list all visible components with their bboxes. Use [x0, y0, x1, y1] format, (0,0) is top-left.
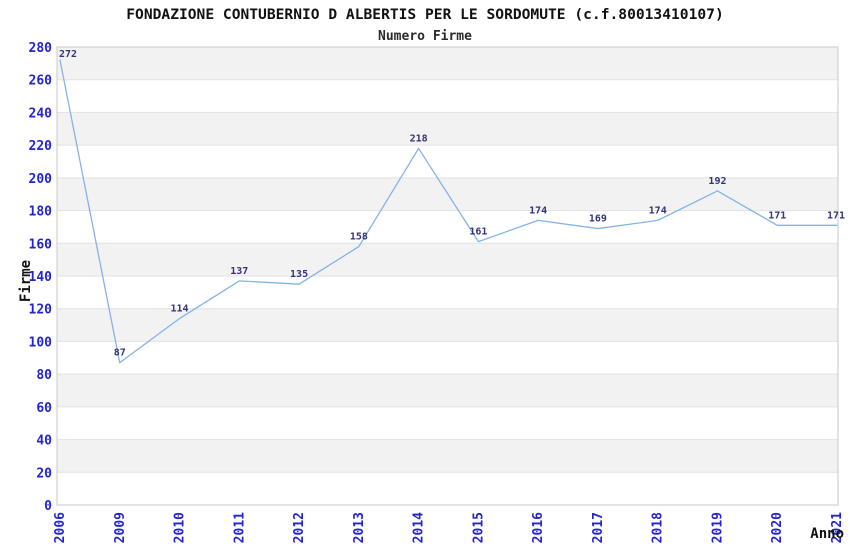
plot-band — [57, 112, 838, 146]
series-line — [59, 59, 838, 364]
x-tick-label: 2014 — [412, 512, 427, 543]
y-tick-label: 40 — [36, 434, 52, 449]
x-tick-labels: 2006 2009 2010 2011 2012 2013 2014 2015 2016 2017… — [53, 512, 845, 543]
y-tick-label: 260 — [29, 74, 53, 89]
data-point-label: 174 — [649, 205, 667, 216]
y-tick-label: 200 — [29, 172, 53, 187]
y-tick-label: 20 — [36, 466, 52, 481]
data-point-label: 171 — [827, 210, 845, 221]
y-tick-labels: 0 20 40 60 80 100 120 140 160 180 200 220 240 260 280 — [29, 41, 53, 514]
x-tick-label: 2015 — [471, 512, 486, 543]
x-tick-label: 2011 — [232, 512, 247, 543]
plot-band — [57, 145, 838, 178]
data-point-label: 87 — [114, 348, 126, 359]
plot-band — [57, 472, 838, 505]
y-tick-label: 80 — [36, 368, 52, 383]
data-point-label: 272 — [59, 49, 77, 60]
data-point-label: 158 — [350, 232, 368, 243]
y-tick-label: 220 — [29, 139, 53, 154]
plot-band — [57, 210, 838, 244]
plot-band — [57, 47, 838, 80]
data-point-label: 161 — [469, 227, 487, 238]
series-line-group — [59, 59, 838, 364]
plot-band — [57, 341, 838, 375]
plot-border — [56, 46, 839, 506]
plot-band — [57, 276, 838, 309]
x-tick-label: 2017 — [591, 512, 606, 543]
y-tick-label: 0 — [44, 499, 52, 514]
x-tick-label: 2021 — [830, 512, 845, 543]
data-labels: 272 87 114 137 135 158 218 161 174 169 174 192 171 17… — [59, 49, 845, 359]
plot-band — [57, 374, 838, 407]
y-axis-title: Firme — [18, 260, 34, 302]
y-tick-label: 120 — [29, 303, 53, 318]
data-point-label: 137 — [230, 266, 248, 277]
x-tick-label: 2012 — [292, 512, 307, 543]
x-tick-label: 2010 — [173, 512, 188, 543]
data-point-label: 135 — [290, 269, 308, 280]
x-tick-label: 2019 — [710, 512, 725, 543]
y-tick-label: 160 — [29, 237, 53, 252]
data-point-label: 171 — [768, 210, 786, 221]
chart-subtitle: Numero Firme — [378, 29, 472, 44]
chart-title: FONDAZIONE CONTUBERNIO D ALBERTIS PER LE… — [126, 6, 723, 23]
x-tick-label: 2020 — [770, 512, 785, 543]
x-tick-label: 2009 — [113, 512, 128, 543]
plot-border-group — [56, 46, 839, 506]
x-axis-title: Anno — [810, 526, 844, 542]
y-tick-label: 60 — [36, 401, 52, 416]
y-tick-label: 280 — [29, 41, 53, 56]
x-tick-label: 2006 — [53, 512, 68, 543]
data-point-label: 192 — [708, 176, 726, 187]
y-tick-label: 180 — [29, 205, 53, 220]
data-point-label: 169 — [589, 214, 607, 225]
plot-band — [57, 406, 838, 440]
data-point-label: 218 — [410, 133, 428, 144]
x-tick-label: 2013 — [352, 512, 367, 543]
plot-band — [57, 439, 838, 473]
x-tick-label: 2016 — [531, 512, 546, 543]
y-tick-label: 100 — [29, 335, 53, 350]
data-point-label: 114 — [171, 304, 189, 315]
plot-band — [57, 243, 838, 276]
y-tick-label: 140 — [29, 270, 53, 285]
y-tick-label: 240 — [29, 106, 53, 121]
x-tick-label: 2018 — [651, 512, 666, 543]
data-point-label: 174 — [529, 205, 547, 216]
plot-band — [57, 79, 838, 113]
